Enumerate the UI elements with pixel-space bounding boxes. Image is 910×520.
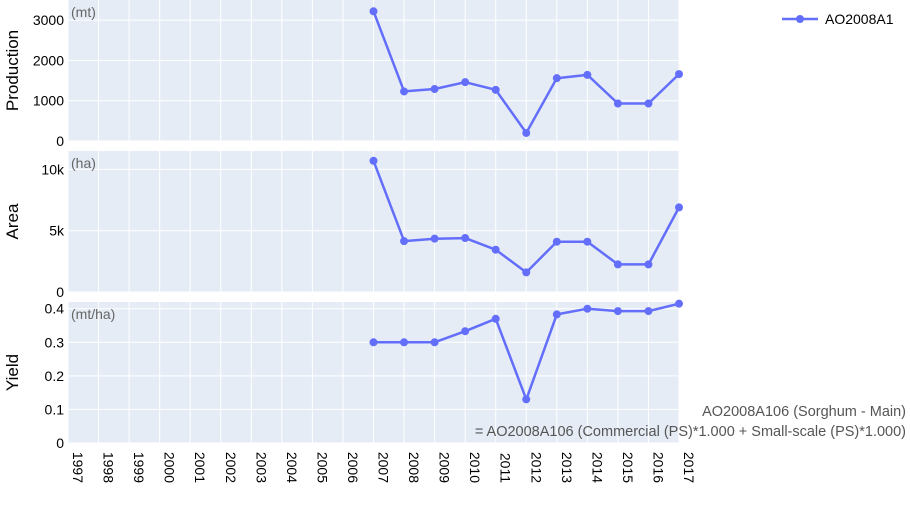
x-tick-label: 2008 [406, 452, 422, 483]
x-tick-label: 2003 [253, 452, 269, 483]
data-point [430, 85, 439, 94]
data-point [400, 237, 409, 246]
data-point [644, 307, 653, 316]
data-point [369, 156, 378, 165]
data-point [675, 299, 683, 308]
data-point [400, 338, 409, 347]
data-point [369, 7, 378, 16]
data-point [461, 327, 470, 336]
y-tick-label: 0.2 [45, 368, 65, 384]
x-tick-label: 2000 [162, 452, 178, 483]
data-point [522, 128, 531, 137]
unit-label: (ha) [71, 155, 96, 171]
y-tick-label: 1000 [33, 93, 64, 109]
y-tick-label: 3000 [33, 12, 64, 28]
panel-area: 0 5k 10k Area (ha) [3, 151, 683, 300]
data-point [430, 338, 439, 347]
x-tick-label: 2015 [620, 452, 636, 483]
y-tick-label: 5k [49, 223, 65, 239]
y-tick-label: 0.4 [45, 301, 65, 317]
annotation-line-1: AO2008A106 (Sorghum - Main) [702, 404, 906, 420]
x-tick-label: 1997 [70, 452, 86, 483]
data-point [491, 85, 500, 94]
data-point [644, 260, 653, 269]
data-point [583, 304, 592, 313]
x-tick-label: 2014 [589, 452, 605, 483]
data-point [491, 314, 500, 323]
data-point [613, 99, 622, 108]
legend[interactable]: AO2008A1 [782, 11, 894, 27]
x-tick-label: 1999 [131, 452, 147, 483]
y-tick-label: 0 [56, 284, 64, 300]
unit-label: (mt/ha) [71, 306, 115, 322]
y-tick-label: 0 [56, 133, 64, 149]
y-tick-label: 10k [41, 161, 65, 177]
formula-annotation: AO2008A106 (Sorghum - Main) = AO2008A106… [475, 404, 906, 440]
legend-label: AO2008A1 [825, 11, 894, 27]
y-tick-label: 2000 [33, 52, 64, 68]
data-point [552, 74, 561, 83]
data-point [522, 268, 531, 277]
x-tick-label: 2010 [467, 452, 483, 483]
panel-yield: 0 0.1 0.2 0.3 0.4 Yield (mt/ha) [3, 299, 683, 451]
x-tick-label: 2006 [345, 452, 361, 483]
data-point [461, 234, 470, 243]
data-point [522, 395, 531, 404]
y-axis-label: Area [3, 203, 22, 239]
x-tick-label: 1998 [101, 452, 117, 483]
x-tick-label: 2001 [192, 452, 208, 483]
panel-production: 0 1000 2000 3000 Production (mt) [3, 0, 683, 149]
data-point [400, 87, 409, 96]
data-point [461, 78, 470, 87]
legend-marker-swatch [796, 15, 804, 23]
data-point [675, 203, 683, 212]
chart-panels: 0 1000 2000 3000 Production (mt) 0 5k 10k Area (ha… [3, 0, 683, 451]
y-axis-label: Yield [3, 354, 22, 391]
data-point [369, 338, 378, 347]
annotation-line-2: = AO2008A106 (Commercial (PS)*1.000 + Sm… [475, 424, 906, 440]
x-tick-label: 2007 [376, 452, 392, 483]
data-point [583, 237, 592, 246]
data-point [583, 70, 592, 79]
x-tick-label: 2013 [559, 452, 575, 483]
x-axis: 1997 1998 1999 2000 2001 2002 2003 2004 2005 2006… [70, 452, 697, 483]
x-tick-label: 2012 [528, 452, 544, 483]
y-tick-label: 0 [56, 435, 64, 451]
y-axis-label: Production [3, 30, 22, 111]
x-tick-label: 2002 [223, 452, 239, 483]
x-tick-label: 2016 [650, 452, 666, 483]
data-point [552, 237, 561, 246]
data-point [552, 310, 561, 319]
x-tick-label: 2017 [681, 452, 697, 483]
x-tick-label: 2011 [498, 453, 514, 483]
x-tick-label: 2005 [314, 452, 330, 483]
x-tick-label: 2004 [284, 452, 300, 483]
data-point [613, 307, 622, 316]
x-tick-label: 2009 [437, 452, 453, 483]
data-point [644, 99, 653, 108]
unit-label: (mt) [71, 4, 96, 20]
data-point [430, 234, 439, 243]
data-point [675, 70, 683, 79]
y-tick-label: 0.1 [45, 401, 65, 417]
data-point [491, 245, 500, 254]
data-point [613, 260, 622, 269]
y-tick-label: 0.3 [45, 334, 65, 350]
